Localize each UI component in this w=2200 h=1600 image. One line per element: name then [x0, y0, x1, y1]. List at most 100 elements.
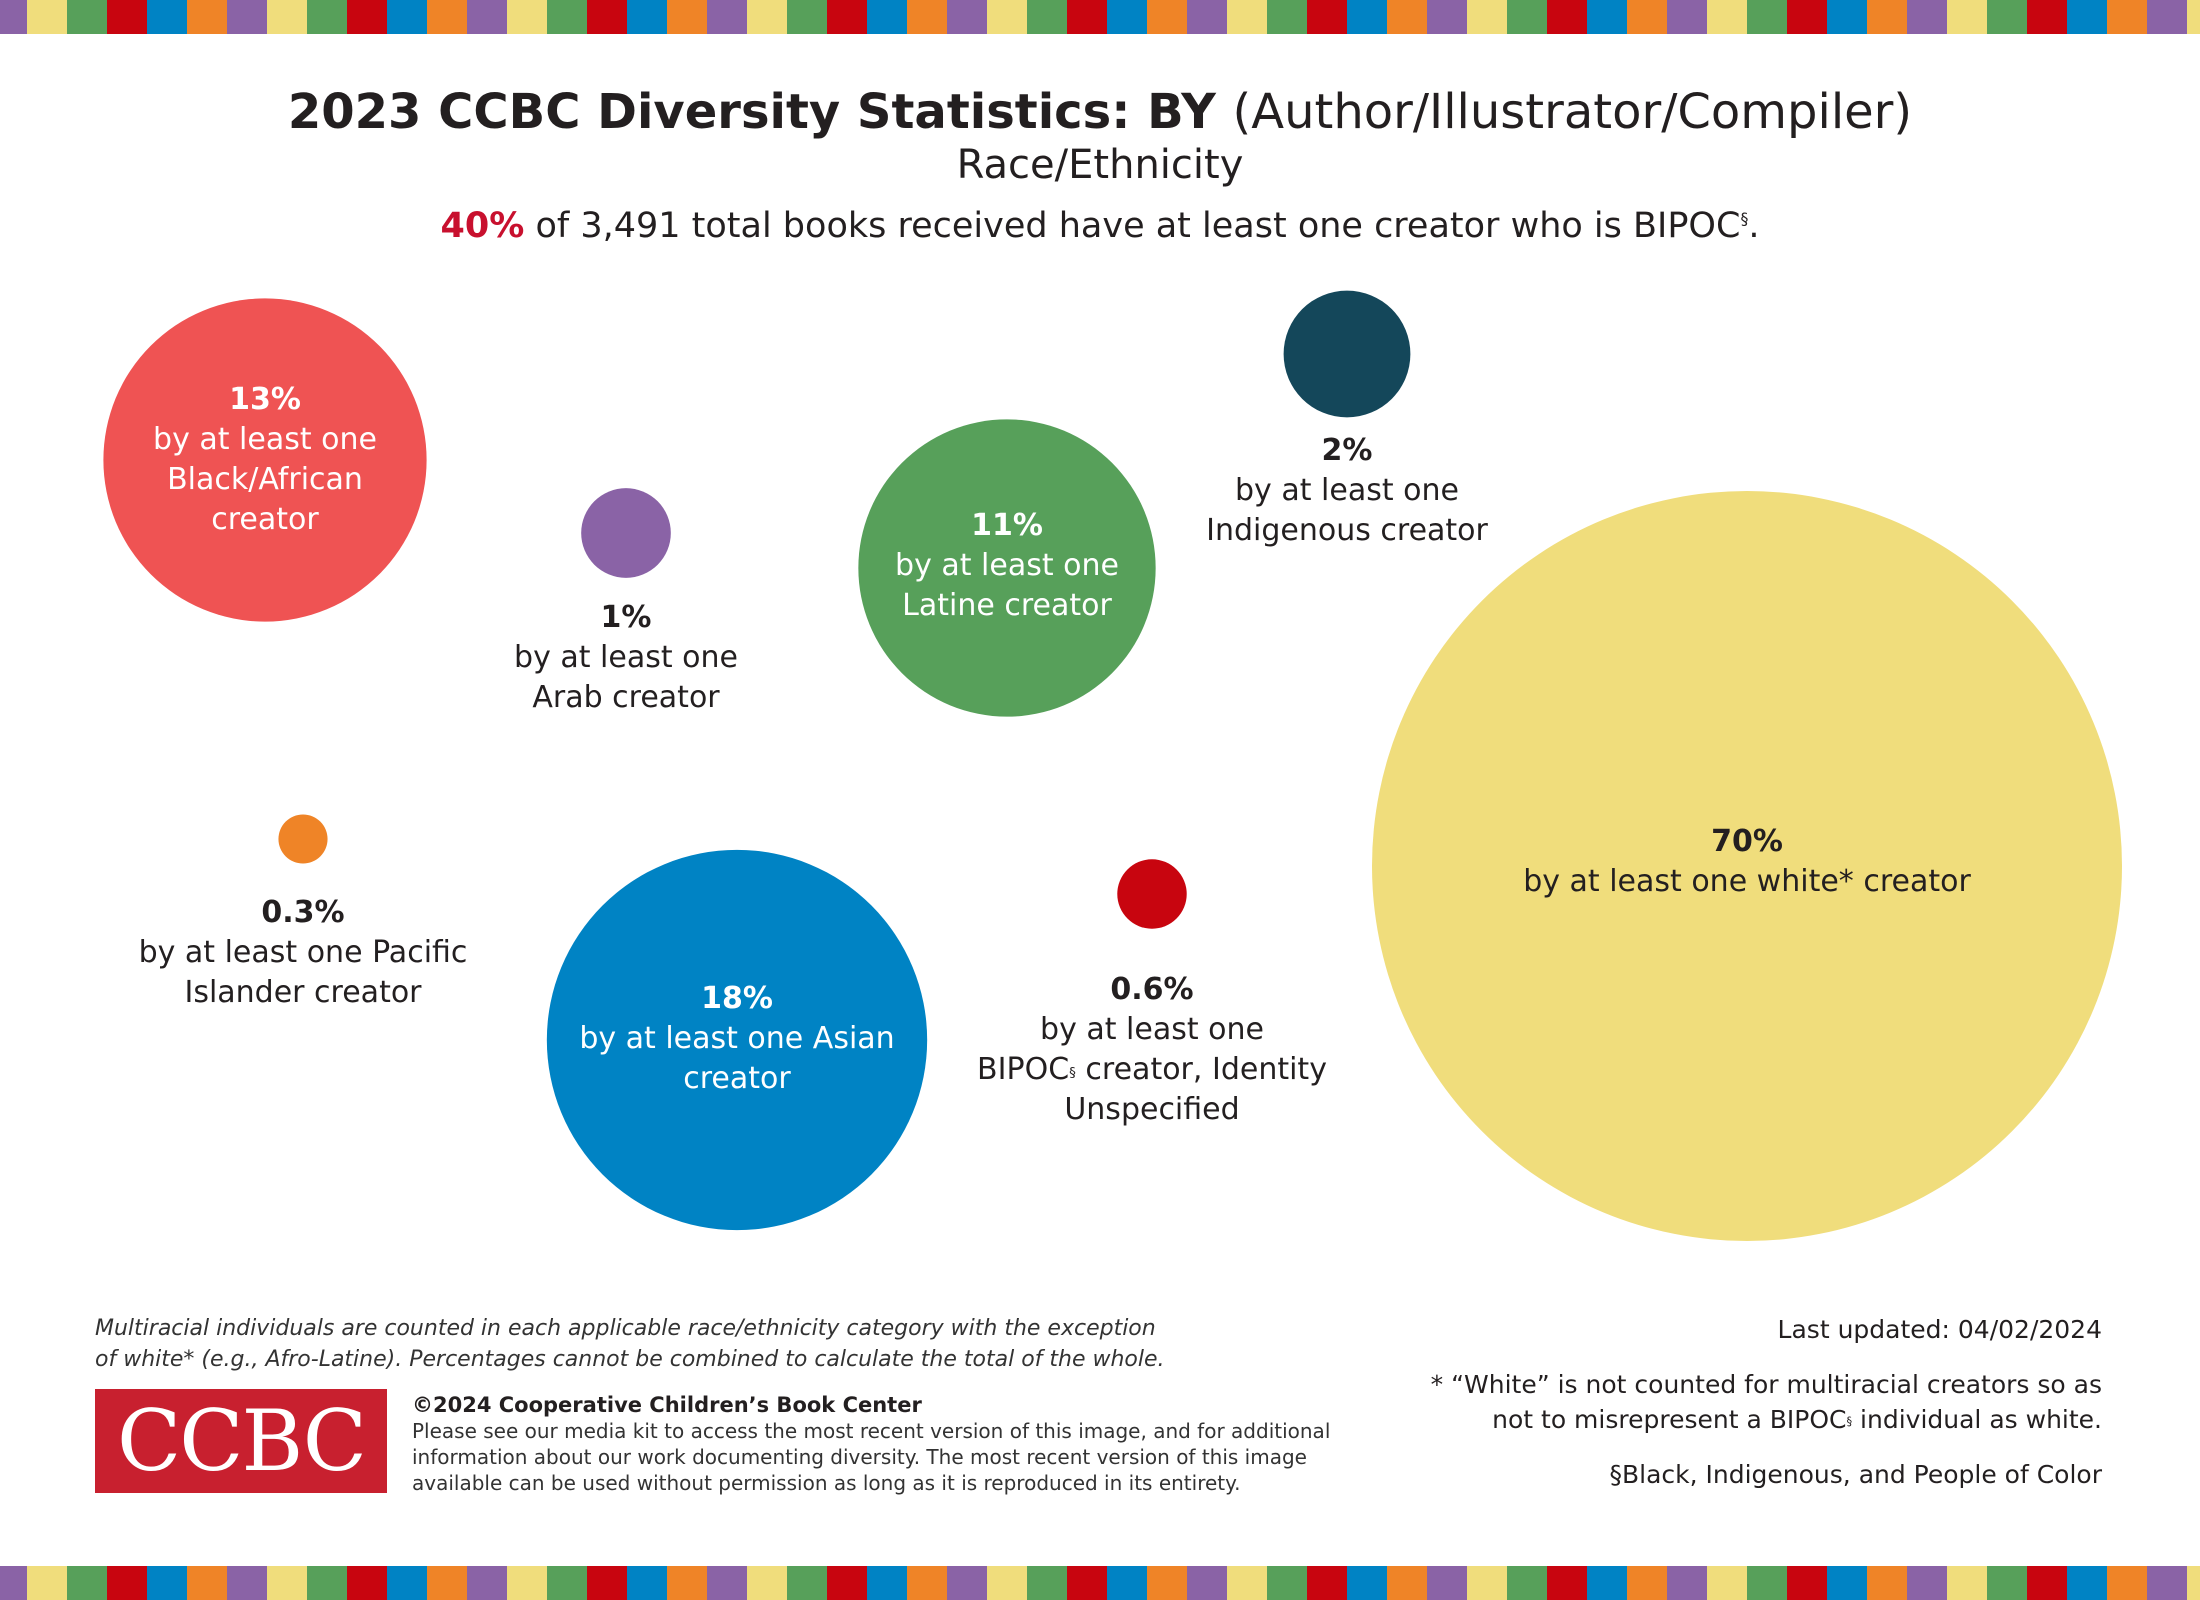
white-footnote: * “White” is not counted for multiracial… [1431, 1367, 2102, 1437]
stripe-square [1067, 0, 1107, 34]
bubble-description: by at least one [1235, 473, 1459, 508]
bubble-bipoc-identity-unspecified [1117, 859, 1187, 929]
stripe-square [1827, 0, 1867, 34]
stripe-square [1987, 1566, 2027, 1600]
stripe-square [387, 1566, 427, 1600]
stripe-square [2107, 1566, 2147, 1600]
bubble-description: creator [211, 502, 319, 537]
bubble-label: 0.3% by at least one Pacific Islander crea… [139, 893, 468, 1013]
stripe-square [667, 0, 707, 34]
bipoc-definition: §Black, Indigenous, and People of Color [1609, 1460, 2102, 1489]
bubble-description: by at least one white* creator [1523, 864, 1971, 899]
bubble-white [1372, 491, 2122, 1241]
stripe-square [1467, 0, 1507, 34]
bubble-label: 18% by at least one Asian creator [579, 979, 894, 1099]
bubble-description: Indigenous creator [1206, 513, 1488, 548]
stripe-square [1467, 1566, 1507, 1600]
stripe-square [627, 1566, 667, 1600]
bubble-percent: 1% [600, 600, 652, 635]
stripe-square [1187, 1566, 1227, 1600]
stripe-square [1667, 0, 1707, 34]
stripe-square [987, 1566, 1027, 1600]
bubble-percent: 70% [1711, 824, 1783, 859]
stripe-square [1827, 1566, 1867, 1600]
stripe-square [907, 1566, 947, 1600]
stripe-square [27, 1566, 67, 1600]
stripe-square [1587, 1566, 1627, 1600]
headline-stat: 40% of 3,491 total books received have a… [0, 206, 2200, 246]
stripe-square [1187, 0, 1227, 34]
bubble-label: 1% by at least one Arab creator [514, 598, 738, 718]
stripe-square [347, 1566, 387, 1600]
stripe-square [1747, 1566, 1787, 1600]
note-line: of white* (e.g., Afro-Latine). Percentag… [95, 1347, 1165, 1372]
stripe-square [1147, 1566, 1187, 1600]
stripe-square [1147, 0, 1187, 34]
page-subtitle: Race/Ethnicity [956, 142, 1244, 188]
stripe-square [907, 0, 947, 34]
ccbc-logo: CCBC [95, 1389, 387, 1493]
stripe-square [147, 0, 187, 34]
bubble-description: by at least one [514, 640, 738, 675]
stripe-square [307, 1566, 347, 1600]
stripe-square [2067, 1566, 2107, 1600]
copy-line: information about our work documenting d… [412, 1445, 1307, 1469]
copy-line: Please see our media kit to access the m… [412, 1419, 1331, 1443]
stripe-square [267, 1566, 307, 1600]
stripe-square [1027, 0, 1067, 34]
stripe-square [947, 1566, 987, 1600]
stripe-square [1227, 1566, 1267, 1600]
stripe-square [267, 0, 307, 34]
bubble-description: Islander creator [184, 975, 422, 1010]
stripe-square [587, 0, 627, 34]
bubble-description: by at least one Pacific [138, 935, 468, 970]
stripe-square [347, 0, 387, 34]
stripe-square [2067, 0, 2107, 34]
stripe-square [1707, 0, 1747, 34]
headline-period: . [1748, 206, 1760, 246]
stripe-square [1907, 1566, 1947, 1600]
logo-text: CCBC [116, 1392, 367, 1490]
stripe-square [27, 0, 67, 34]
stripe-square [1547, 0, 1587, 34]
note-line: Multiracial individuals are counted in e… [95, 1316, 1156, 1341]
stripe-square [1907, 0, 1947, 34]
stripe-square [707, 0, 747, 34]
stripe-square [2147, 1566, 2187, 1600]
stripe-square [307, 0, 347, 34]
bubble-indigenous [1283, 290, 1411, 418]
stripe-square [427, 1566, 467, 1600]
stripe-square [867, 0, 907, 34]
bubble-label: 0.6% by at least one BIPOC§ creator, Ident… [977, 970, 1327, 1130]
stripe-square [1867, 0, 1907, 34]
stripe-square [1307, 0, 1347, 34]
stripe-square [547, 0, 587, 34]
bubble-description: BIPOC§ creator, Identity [977, 1052, 1327, 1087]
stripe-square [1307, 1566, 1347, 1600]
headline-text: of 3,491 total books received have at le… [535, 206, 1741, 246]
title-light: (Author/Illustrator/Compiler) [1232, 84, 1913, 140]
stripe-square [627, 0, 667, 34]
multiracial-note: Multiracial individuals are counted in e… [95, 1313, 1165, 1375]
stripe-square [707, 1566, 747, 1600]
stripe-square [1027, 1566, 1067, 1600]
copy-line: available can be used without permission… [412, 1471, 1241, 1495]
stripe-square [2187, 1566, 2200, 1600]
bubble-description: Latine creator [902, 588, 1112, 623]
stripe-square [1987, 0, 2027, 34]
stripe-square [507, 1566, 547, 1600]
stripe-square [1387, 1566, 1427, 1600]
stripe-square [787, 1566, 827, 1600]
bubble-percent: 18% [701, 981, 773, 1016]
stripe-square [827, 0, 867, 34]
stripe-square [1667, 1566, 1707, 1600]
stripe-square [67, 1566, 107, 1600]
bubble-pacific-islander [278, 814, 328, 864]
stripe-square [947, 0, 987, 34]
stripe-square [1227, 0, 1267, 34]
stripe-square [1707, 1566, 1747, 1600]
stripe-square [747, 1566, 787, 1600]
bubble-label: 2% by at least one Indigenous creator [1206, 431, 1488, 551]
stripe-square [187, 0, 227, 34]
bubble-label: 70% by at least one white* creator [1523, 822, 1971, 902]
